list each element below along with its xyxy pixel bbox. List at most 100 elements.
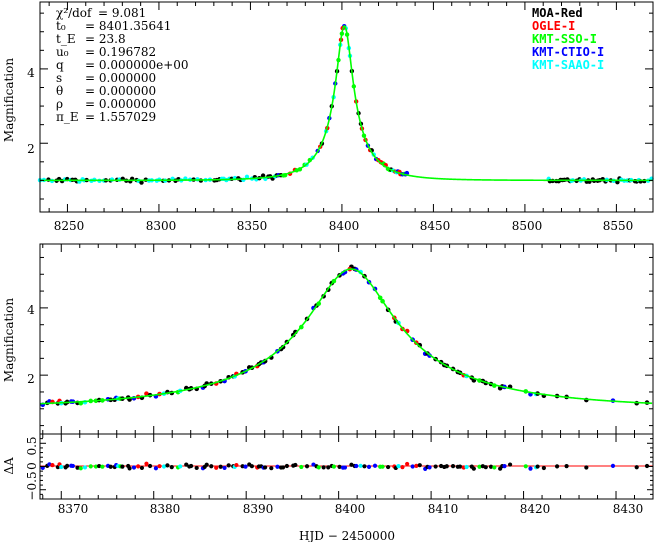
- residual-data-point: [269, 466, 274, 471]
- param-value: = 23.8: [85, 32, 126, 46]
- residual-data-point: [358, 463, 363, 468]
- residual-data-point: [634, 465, 639, 470]
- residual-data-point: [59, 464, 64, 470]
- residual-data-point: [293, 462, 298, 468]
- residual-data-point: [471, 466, 476, 471]
- param-name: π_E: [56, 110, 79, 124]
- residual-data-point: [144, 461, 149, 466]
- residual-data-point: [554, 464, 560, 469]
- zoom-y-tick-label: 2: [27, 372, 35, 386]
- param-value: = 0.000000: [85, 84, 156, 98]
- residual-data-point: [464, 464, 469, 470]
- residual-data-point: [218, 464, 223, 469]
- residual-data-point: [483, 465, 488, 470]
- residual-data-point: [316, 465, 321, 470]
- top-x-tick-label: 8450: [420, 219, 451, 233]
- legend: MOA-Red OGLE-I KMT-SSO-I KMT-CTIO-I KMT-…: [532, 6, 604, 72]
- bottom-x-tick-label: 8410: [428, 502, 459, 516]
- residual-data-point: [492, 465, 497, 470]
- residual-data-point: [405, 461, 410, 467]
- residual-data-point: [280, 465, 286, 470]
- legend-entry-moa-red: MOA-Red: [532, 6, 583, 20]
- residual-data-points: [40, 461, 650, 471]
- legend-entry-kmt-ctio-i: KMT-CTIO-I: [532, 45, 604, 59]
- residual-data-point: [88, 464, 93, 469]
- top-x-tick-label: 8350: [237, 219, 268, 233]
- param-name: s: [56, 71, 62, 85]
- residual-data-point: [386, 464, 391, 470]
- residual-data-point: [362, 464, 367, 469]
- residual-data-point: [184, 462, 189, 467]
- residual-data-point: [349, 462, 354, 467]
- top-model-curve: [40, 25, 653, 182]
- residual-panel: 0.5 0 −0.5 ΔA 8370 8380 8390 8400 8410 8…: [2, 433, 654, 542]
- param-value: = 0.000000: [85, 97, 156, 111]
- zoom-ticks: [40, 244, 654, 434]
- residual-data-point: [502, 464, 507, 469]
- bottom-x-tick-label: 8420: [520, 502, 551, 516]
- residual-data-point: [380, 464, 385, 469]
- residual-data-point: [165, 463, 170, 468]
- param-name: t_E: [56, 32, 76, 46]
- residual-data-point: [93, 464, 99, 469]
- residual-data-point: [326, 465, 331, 470]
- residual-data-point: [243, 464, 248, 469]
- residual-data-point: [50, 463, 55, 468]
- residual-data-point: [535, 464, 540, 469]
- residual-y-tick-label: −0.5: [25, 471, 39, 500]
- param-value: = 1.557029: [85, 110, 156, 124]
- residual-data-point: [214, 465, 219, 470]
- top-frame: [39, 1, 654, 213]
- top-data-point: [244, 174, 250, 180]
- residual-data-point: [528, 466, 533, 471]
- residual-data-point: [75, 465, 80, 470]
- zoom-panel: 2 4 Magnification: [2, 243, 654, 435]
- fit-parameters: χ²/dof = 9.081 t₀ = 8401.35641 t_E = 23.…: [56, 6, 189, 124]
- legend-entry-ogle-i: OGLE-I: [532, 19, 575, 33]
- residual-data-point: [523, 464, 528, 469]
- top-x-tick-label: 8550: [603, 219, 634, 233]
- top-panel: 8250 8300 8350 8400 8450 8500 8550 2 4 M…: [2, 1, 654, 233]
- residual-data-point: [78, 466, 83, 471]
- x-axis-title: HJD − 2450000: [299, 529, 395, 542]
- residual-data-point: [450, 464, 456, 469]
- bottom-x-tick-label: 8370: [58, 502, 89, 516]
- residual-data-point: [366, 464, 372, 469]
- residual-data-point: [147, 463, 153, 469]
- residual-data-point: [226, 463, 231, 468]
- residual-data-point: [127, 466, 132, 471]
- residual-data-point: [204, 462, 209, 467]
- param-name: χ²/dof: [56, 6, 93, 20]
- bottom-x-tick-label: 8400: [335, 502, 366, 516]
- residual-data-point: [263, 465, 268, 470]
- residual-data-point: [70, 463, 76, 469]
- residual-data-point: [541, 465, 546, 471]
- residual-data-point: [410, 464, 415, 469]
- residual-data-point: [178, 464, 183, 469]
- residual-data-point: [477, 464, 482, 469]
- param-value: = 0.000000e+00: [85, 58, 189, 72]
- residual-data-point: [444, 464, 449, 469]
- residual-data-point: [488, 464, 494, 469]
- residual-data-point: [342, 465, 348, 470]
- param-name: u₀: [56, 45, 69, 59]
- top-y-tick-label: 2: [27, 142, 35, 156]
- residual-data-point: [275, 464, 280, 469]
- residual-y-tick-label: 0: [25, 462, 39, 470]
- legend-entry-kmt-sso-i: KMT-SSO-I: [532, 32, 597, 46]
- residual-data-point: [414, 463, 419, 468]
- zoom-y-tick-label: 4: [27, 303, 35, 317]
- residual-data-point: [189, 463, 194, 469]
- top-x-tick-label: 8400: [329, 219, 360, 233]
- residual-data-point: [400, 465, 405, 470]
- top-data-point: [139, 180, 144, 185]
- residual-data-point: [97, 463, 102, 469]
- residual-data-point: [331, 464, 336, 469]
- bottom-x-tick-label: 8430: [613, 502, 644, 516]
- bottom-x-tick-label: 8380: [150, 502, 181, 516]
- zoom-y-axis-title: Magnification: [2, 298, 16, 382]
- zoom-model-curve: [39, 268, 653, 405]
- top-x-tick-label: 8250: [54, 219, 85, 233]
- residual-data-point: [82, 465, 88, 470]
